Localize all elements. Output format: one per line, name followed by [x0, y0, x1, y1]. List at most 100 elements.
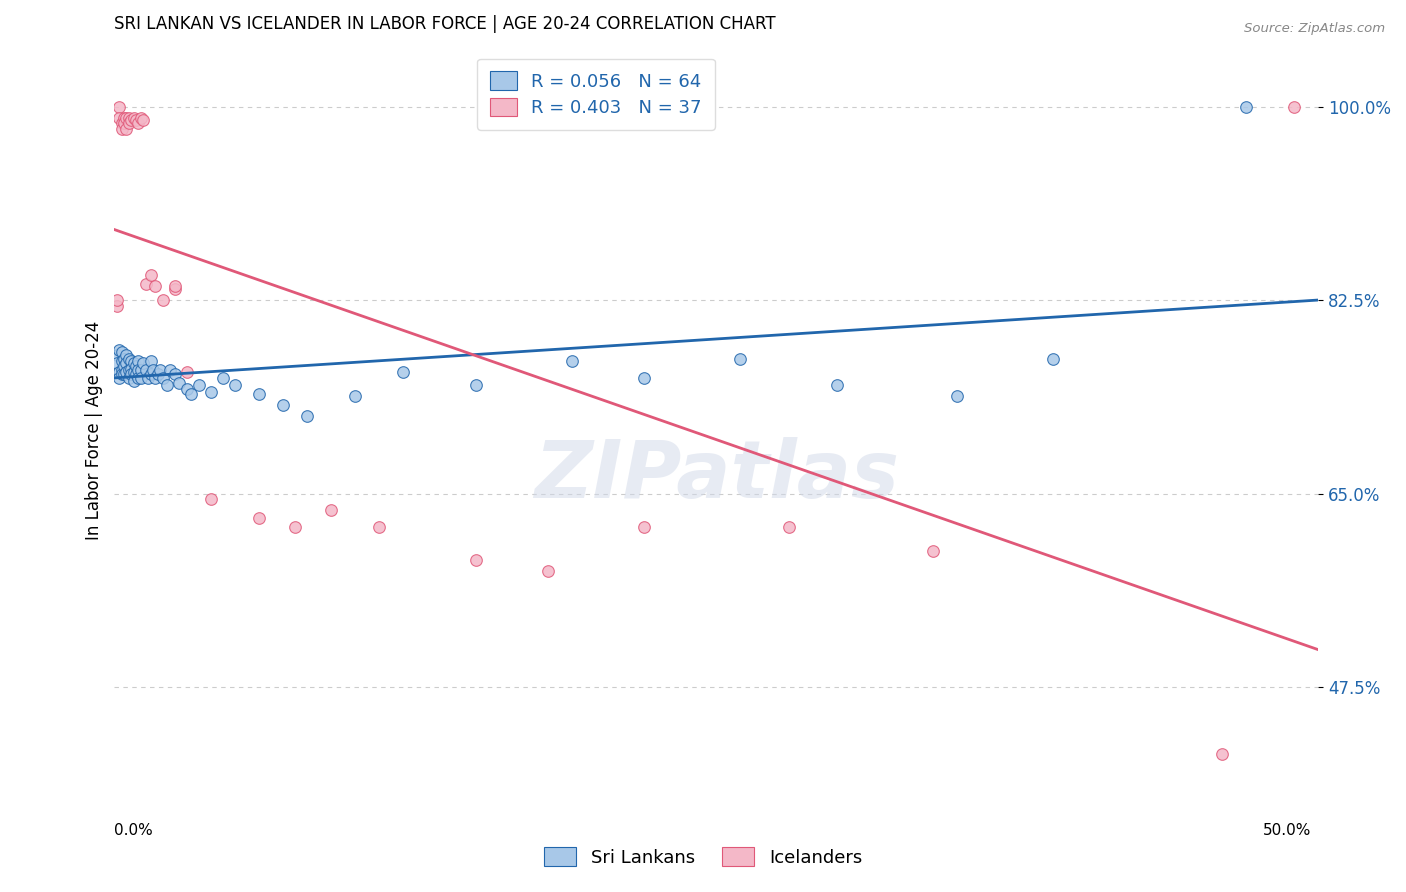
- Point: [105, 348, 128, 362]
- Point: [211, 370, 233, 384]
- Point: [1042, 351, 1064, 366]
- Point: [120, 112, 142, 127]
- Point: [115, 356, 138, 370]
- Point: [561, 354, 583, 368]
- Point: [295, 409, 318, 424]
- Point: [271, 398, 294, 412]
- Y-axis label: In Labor Force | Age 20-24: In Labor Force | Age 20-24: [86, 320, 103, 540]
- Point: [120, 368, 142, 382]
- Point: [112, 359, 135, 374]
- Legend: R = 0.056   N = 64, R = 0.403   N = 37: R = 0.056 N = 64, R = 0.403 N = 37: [477, 59, 714, 129]
- Text: 50.0%: 50.0%: [1263, 823, 1312, 838]
- Point: [224, 378, 246, 392]
- Point: [163, 282, 186, 296]
- Point: [108, 99, 131, 113]
- Point: [247, 387, 270, 401]
- Point: [163, 278, 186, 293]
- Point: [122, 365, 145, 379]
- Point: [127, 354, 149, 368]
- Point: [946, 389, 969, 403]
- Point: [122, 111, 145, 125]
- Point: [112, 111, 135, 125]
- Point: [139, 368, 162, 382]
- Point: [120, 354, 142, 368]
- Point: [247, 511, 270, 525]
- Point: [112, 351, 135, 366]
- Point: [127, 363, 149, 377]
- Point: [139, 268, 162, 282]
- Point: [169, 376, 191, 390]
- Text: SRI LANKAN VS ICELANDER IN LABOR FORCE | AGE 20-24 CORRELATION CHART: SRI LANKAN VS ICELANDER IN LABOR FORCE |…: [114, 15, 776, 33]
- Point: [105, 299, 128, 313]
- Point: [129, 370, 152, 384]
- Point: [112, 368, 135, 382]
- Point: [111, 116, 134, 130]
- Point: [135, 363, 157, 377]
- Point: [111, 121, 134, 136]
- Point: [108, 370, 131, 384]
- Point: [464, 553, 486, 567]
- Point: [187, 378, 209, 392]
- Point: [156, 378, 179, 392]
- Point: [111, 345, 134, 359]
- Point: [368, 520, 391, 534]
- Point: [115, 111, 138, 125]
- Point: [1211, 747, 1233, 761]
- Point: [152, 370, 174, 384]
- Text: ZIPatlas: ZIPatlas: [534, 437, 898, 516]
- Point: [1282, 99, 1305, 113]
- Point: [120, 361, 142, 376]
- Point: [111, 363, 134, 377]
- Point: [132, 356, 155, 370]
- Point: [118, 116, 141, 130]
- Point: [730, 351, 752, 366]
- Point: [122, 356, 145, 370]
- Point: [392, 365, 415, 379]
- Point: [633, 370, 655, 384]
- Point: [180, 387, 202, 401]
- Point: [112, 116, 135, 130]
- Point: [129, 363, 152, 377]
- Point: [159, 363, 181, 377]
- Point: [778, 520, 800, 534]
- Point: [132, 112, 155, 127]
- Point: [125, 368, 148, 382]
- Point: [135, 277, 157, 291]
- Point: [108, 111, 131, 125]
- Point: [200, 384, 222, 399]
- Point: [143, 370, 166, 384]
- Point: [118, 111, 141, 125]
- Point: [108, 343, 131, 357]
- Point: [922, 544, 945, 558]
- Point: [1234, 99, 1257, 113]
- Point: [633, 520, 655, 534]
- Point: [149, 363, 172, 377]
- Point: [163, 368, 186, 382]
- Legend: Sri Lankans, Icelanders: Sri Lankans, Icelanders: [537, 840, 869, 874]
- Point: [139, 354, 162, 368]
- Point: [115, 121, 138, 136]
- Point: [200, 492, 222, 507]
- Point: [115, 348, 138, 362]
- Point: [127, 116, 149, 130]
- Point: [142, 363, 165, 377]
- Point: [115, 365, 138, 379]
- Point: [111, 354, 134, 368]
- Point: [176, 382, 198, 396]
- Point: [825, 378, 848, 392]
- Point: [143, 278, 166, 293]
- Point: [105, 356, 128, 370]
- Point: [127, 370, 149, 384]
- Text: 0.0%: 0.0%: [114, 823, 153, 838]
- Point: [129, 111, 152, 125]
- Point: [125, 112, 148, 127]
- Point: [105, 293, 128, 307]
- Point: [122, 374, 145, 388]
- Point: [118, 351, 141, 366]
- Point: [152, 293, 174, 307]
- Point: [464, 378, 486, 392]
- Point: [118, 363, 141, 377]
- Text: Source: ZipAtlas.com: Source: ZipAtlas.com: [1244, 22, 1385, 36]
- Point: [319, 503, 342, 517]
- Point: [108, 365, 131, 379]
